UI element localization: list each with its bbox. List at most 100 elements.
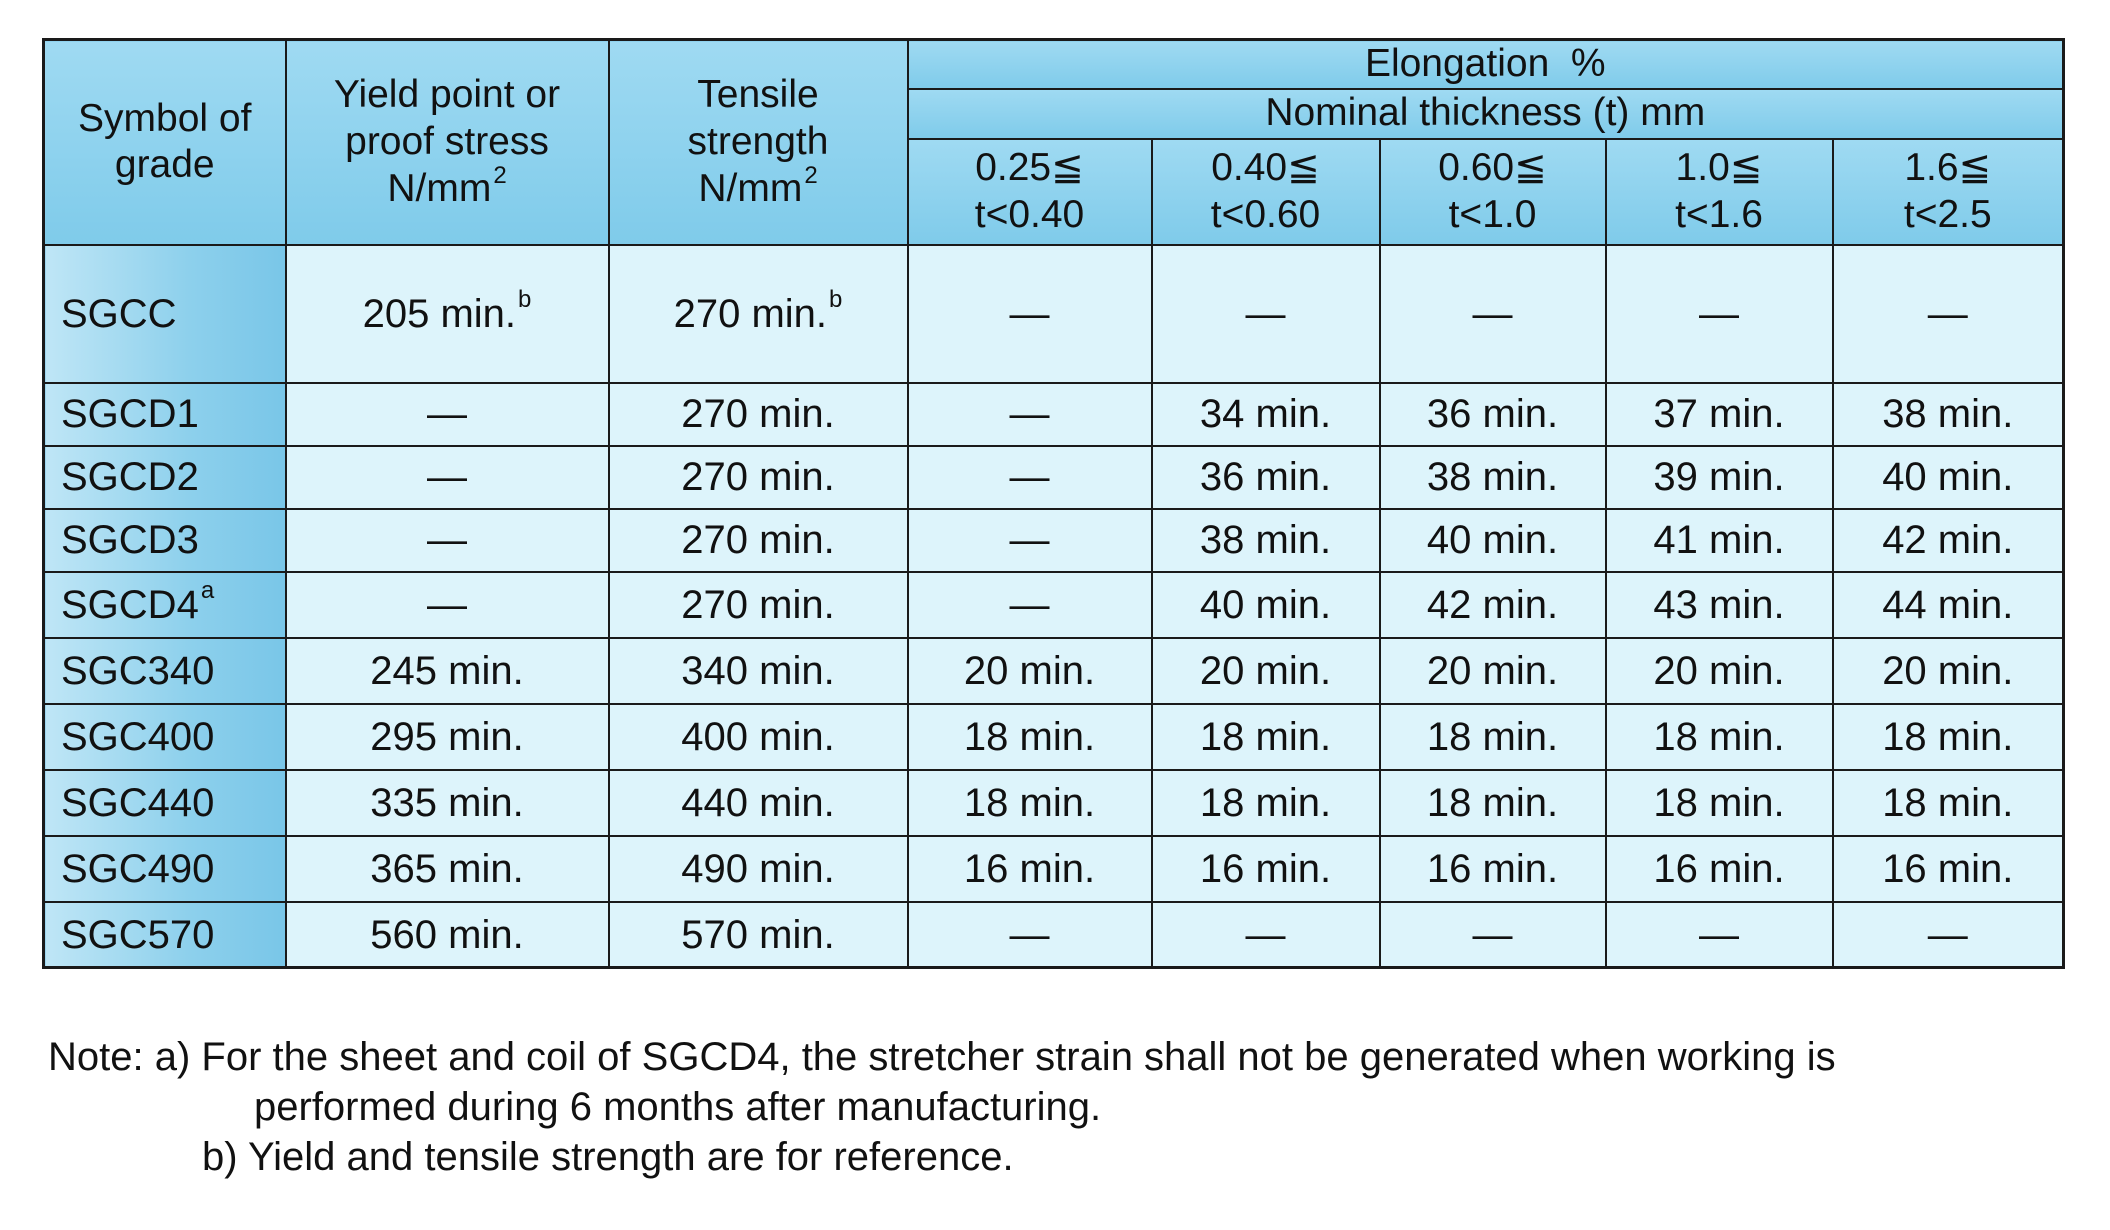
header-thickness-0: 0.25≦ t<0.40: [906, 137, 1153, 246]
cell-elongation-0-value: 18 min.: [963, 780, 1096, 825]
cell-yield-value: 365 min.: [370, 846, 524, 891]
cell-tensile-value: 400 min.: [681, 714, 835, 759]
cell-elongation-2: 18 min.: [1378, 768, 1607, 837]
header-thickness-4: 1.6≦ t<2.5: [1831, 137, 2065, 246]
cell-elongation-1: —: [1150, 900, 1381, 969]
cell-elongation-4-value: 44 min.: [1882, 582, 2014, 627]
cell-yield-value: 335 min.: [370, 780, 524, 825]
cell-elongation-4-value: —: [1927, 291, 1968, 336]
cell-yield-value: 205 min.: [362, 291, 517, 336]
notes: Note: a) For the sheet and coil of SGCD4…: [48, 1032, 2068, 1182]
table-row: SGC340 245 min. 340 min. 20 min. 20 min. 20 m…: [42, 636, 2065, 705]
cell-elongation-1-value: —: [1245, 291, 1286, 336]
header-tensile: Tensile strength N/mm2: [607, 38, 909, 246]
header-thickness-top: 0.40≦: [1211, 146, 1320, 189]
cell-elongation-2-value: 18 min.: [1426, 780, 1559, 825]
table-header: Symbol of grade Yield point or proof str…: [42, 38, 2065, 246]
cell-elongation-4: 18 min.: [1831, 768, 2065, 837]
cell-elongation-1: 20 min.: [1150, 636, 1381, 705]
cell-yield: 560 min.: [284, 900, 610, 969]
header-yield-unit-sup: 2: [493, 161, 507, 189]
cell-elongation-0: —: [906, 444, 1153, 510]
header-yield-line2: proof stress: [345, 120, 549, 163]
cell-elongation-2: —: [1378, 900, 1607, 969]
cell-elongation-4-value: —: [1927, 912, 1968, 957]
cell-elongation-1-value: 18 min.: [1199, 714, 1332, 759]
cell-elongation-1-value: —: [1245, 912, 1286, 957]
cell-elongation-2: 36 min.: [1378, 381, 1607, 447]
cell-grade: SGC570: [42, 900, 287, 969]
cell-grade-value: SGC490: [61, 846, 215, 891]
cell-elongation-2-value: 42 min.: [1426, 582, 1559, 627]
header-thickness-top: 1.0≦: [1675, 146, 1763, 189]
cell-elongation-1: 40 min.: [1150, 570, 1381, 639]
cell-elongation-3-value: 43 min.: [1653, 582, 1785, 627]
table-row: SGC490 365 min. 490 min. 16 min. 16 min. 16 m…: [42, 834, 2065, 903]
cell-tensile-value: 570 min.: [681, 912, 835, 957]
cell-yield: —: [284, 507, 610, 573]
cell-elongation-4-value: 38 min.: [1882, 392, 2014, 437]
table-row: SGC440 335 min. 440 min. 18 min. 18 min. 18 m…: [42, 768, 2065, 837]
cell-grade: SGCD1: [42, 381, 287, 447]
cell-grade: SGC440: [42, 768, 287, 837]
cell-elongation-3-value: 41 min.: [1653, 518, 1785, 563]
cell-yield-value: —: [427, 582, 467, 627]
cell-elongation-0: 18 min.: [906, 702, 1153, 771]
header-tensile-unit-sup: 2: [804, 161, 818, 189]
cell-elongation-1: 36 min.: [1150, 444, 1381, 510]
cell-elongation-4-value: 40 min.: [1882, 455, 2014, 500]
cell-tensile: 400 min.: [607, 702, 909, 771]
cell-elongation-0-value: —: [1009, 392, 1050, 437]
cell-tensile: 490 min.: [607, 834, 909, 903]
cell-tensile: 270 min.: [607, 444, 909, 510]
cell-grade: SGCD3: [42, 507, 287, 573]
cell-elongation-2-value: —: [1472, 291, 1513, 336]
cell-grade-footnote-mark: a: [200, 576, 215, 604]
cell-grade-value: SGCD3: [61, 518, 199, 563]
cell-elongation-1: 18 min.: [1150, 702, 1381, 771]
cell-elongation-2: 40 min.: [1378, 507, 1607, 573]
table-row: SGC400 295 min. 400 min. 18 min. 18 min. 18 m…: [42, 702, 2065, 771]
cell-elongation-2-value: 20 min.: [1426, 648, 1559, 693]
cell-elongation-0-value: 16 min.: [963, 846, 1096, 891]
cell-elongation-3: 39 min.: [1604, 444, 1834, 510]
cell-elongation-2-value: 16 min.: [1426, 846, 1559, 891]
header-thickness-bottom: t<0.60: [1210, 192, 1321, 236]
cell-yield-value: —: [427, 455, 467, 500]
cell-tensile-value: 270 min.: [681, 455, 835, 500]
table-body: SGCC 205 min.b 270 min.b — — — — — SGCD1—270 min…: [42, 243, 2065, 969]
cell-grade-value: SGC400: [61, 714, 215, 759]
note-a-line1: Note: a) For the sheet and coil of SGCD4…: [48, 1035, 1836, 1079]
cell-elongation-0: —: [906, 507, 1153, 573]
cell-elongation-0-value: —: [1009, 582, 1050, 627]
cell-grade-value: SGC340: [61, 648, 215, 693]
cell-elongation-3-value: 18 min.: [1653, 780, 1785, 825]
cell-elongation-3: 43 min.: [1604, 570, 1834, 639]
cell-elongation-0-value: —: [1009, 291, 1050, 336]
mechanical-properties-table: Symbol of grade Yield point or proof str…: [42, 38, 2066, 970]
cell-elongation-2: 16 min.: [1378, 834, 1607, 903]
cell-grade-value: SGCC: [61, 291, 177, 336]
cell-elongation-1: 18 min.: [1150, 768, 1381, 837]
header-tensile-line2: strength: [687, 120, 829, 163]
cell-elongation-4: 40 min.: [1831, 444, 2065, 510]
cell-tensile-value: 270 min.: [681, 392, 835, 437]
header-grade-line1: Symbol of: [78, 96, 252, 140]
cell-yield: —: [284, 381, 610, 447]
note-b: b) Yield and tensile strength are for re…: [202, 1135, 1014, 1179]
cell-yield: 245 min.: [284, 636, 610, 705]
cell-elongation-4: 18 min.: [1831, 702, 2065, 771]
cell-grade: SGC400: [42, 702, 287, 771]
cell-elongation-4: 38 min.: [1831, 381, 2065, 447]
cell-tensile: 440 min.: [607, 768, 909, 837]
cell-elongation-1: 38 min.: [1150, 507, 1381, 573]
cell-yield: 295 min.: [284, 702, 610, 771]
cell-elongation-3-value: 37 min.: [1653, 392, 1785, 437]
table-row: SGCD1 — 270 min. — 34 min. 36 min. 37 min. 38 m…: [42, 381, 2065, 447]
cell-elongation-0-value: 18 min.: [963, 714, 1096, 759]
cell-elongation-2-value: 36 min.: [1426, 392, 1559, 437]
header-thickness-3: 1.0≦ t<1.6: [1604, 137, 1834, 246]
header-grade: Symbol of grade: [42, 38, 287, 246]
cell-elongation-4-value: 18 min.: [1882, 780, 2014, 825]
cell-elongation-1-value: 34 min.: [1199, 392, 1332, 437]
